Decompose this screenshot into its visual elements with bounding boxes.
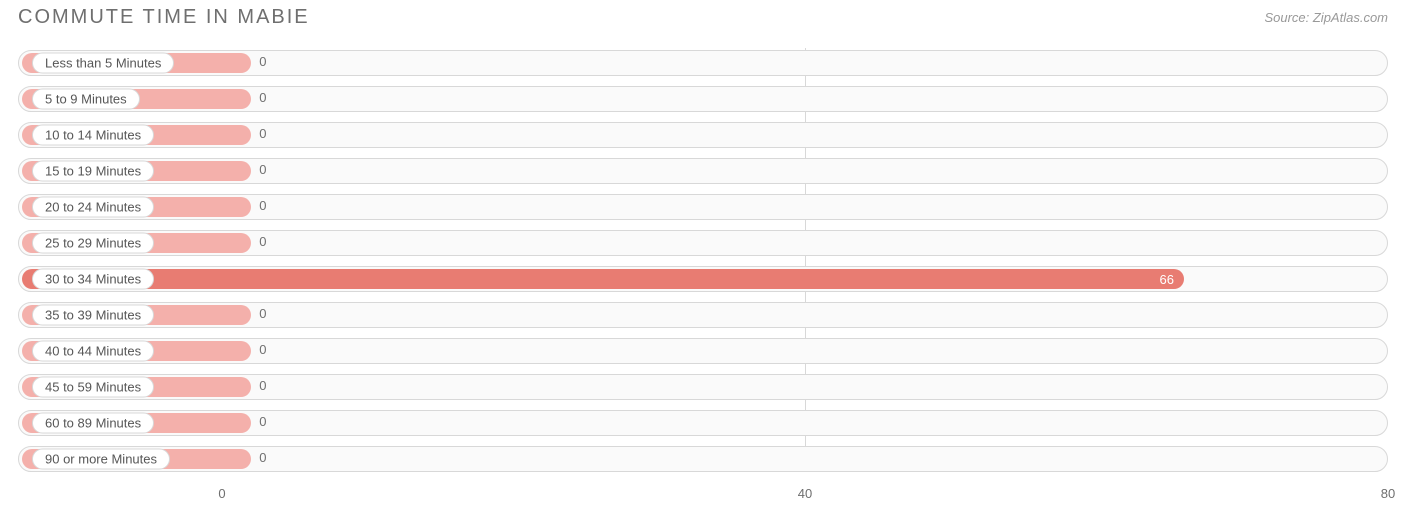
- bar-value-label: 0: [259, 306, 266, 321]
- bar-row: 0 35 to 39 Minutes: [18, 300, 1388, 330]
- chart-area: 0 Less than 5 Minutes 0 5 to 9 Minutes 0 10 t…: [18, 48, 1388, 482]
- x-tick-label: 0: [218, 486, 225, 501]
- category-label: 5 to 9 Minutes: [32, 89, 140, 110]
- bar-row: 0 45 to 59 Minutes: [18, 372, 1388, 402]
- bar-row: 0 40 to 44 Minutes: [18, 336, 1388, 366]
- category-label: 10 to 14 Minutes: [32, 125, 154, 146]
- chart-title: COMMUTE TIME IN MABIE: [18, 6, 1388, 29]
- category-label: 15 to 19 Minutes: [32, 161, 154, 182]
- bar-value-label: 0: [259, 90, 266, 105]
- bar-row: 0 15 to 19 Minutes: [18, 156, 1388, 186]
- category-label: 20 to 24 Minutes: [32, 197, 154, 218]
- bar-row: 0 25 to 29 Minutes: [18, 228, 1388, 258]
- category-label: 60 to 89 Minutes: [32, 413, 154, 434]
- category-label: 90 or more Minutes: [32, 449, 170, 470]
- bar-value-label: 0: [259, 450, 266, 465]
- bar-value-label: 0: [259, 162, 266, 177]
- bar-value-label: 0: [259, 234, 266, 249]
- bar-row: 66 30 to 34 Minutes: [18, 264, 1388, 294]
- bar-value-label: 0: [259, 378, 266, 393]
- category-label: 30 to 34 Minutes: [32, 269, 154, 290]
- x-axis: 04080: [18, 482, 1388, 504]
- bar-row: 0 Less than 5 Minutes: [18, 48, 1388, 78]
- category-label: 35 to 39 Minutes: [32, 305, 154, 326]
- bar-value-label: 66: [1159, 272, 1173, 287]
- header: COMMUTE TIME IN MABIE Source: ZipAtlas.c…: [0, 0, 1406, 36]
- bar-row: 0 90 or more Minutes: [18, 444, 1388, 474]
- x-tick-label: 80: [1381, 486, 1395, 501]
- bar-value-label: 0: [259, 342, 266, 357]
- bar-value-label: 0: [259, 54, 266, 69]
- bar-row: 0 5 to 9 Minutes: [18, 84, 1388, 114]
- category-label: Less than 5 Minutes: [32, 53, 174, 74]
- bar-row: 0 60 to 89 Minutes: [18, 408, 1388, 438]
- bar-row: 0 20 to 24 Minutes: [18, 192, 1388, 222]
- source-attribution: Source: ZipAtlas.com: [1264, 10, 1388, 25]
- category-label: 40 to 44 Minutes: [32, 341, 154, 362]
- bar-rows: 0 Less than 5 Minutes 0 5 to 9 Minutes 0 10 t…: [18, 48, 1388, 474]
- bar-value-label: 0: [259, 126, 266, 141]
- bar-value-label: 0: [259, 198, 266, 213]
- category-label: 45 to 59 Minutes: [32, 377, 154, 398]
- bar-fill: 66: [22, 269, 1184, 289]
- x-tick-label: 40: [798, 486, 812, 501]
- bar-value-label: 0: [259, 414, 266, 429]
- bar-row: 0 10 to 14 Minutes: [18, 120, 1388, 150]
- category-label: 25 to 29 Minutes: [32, 233, 154, 254]
